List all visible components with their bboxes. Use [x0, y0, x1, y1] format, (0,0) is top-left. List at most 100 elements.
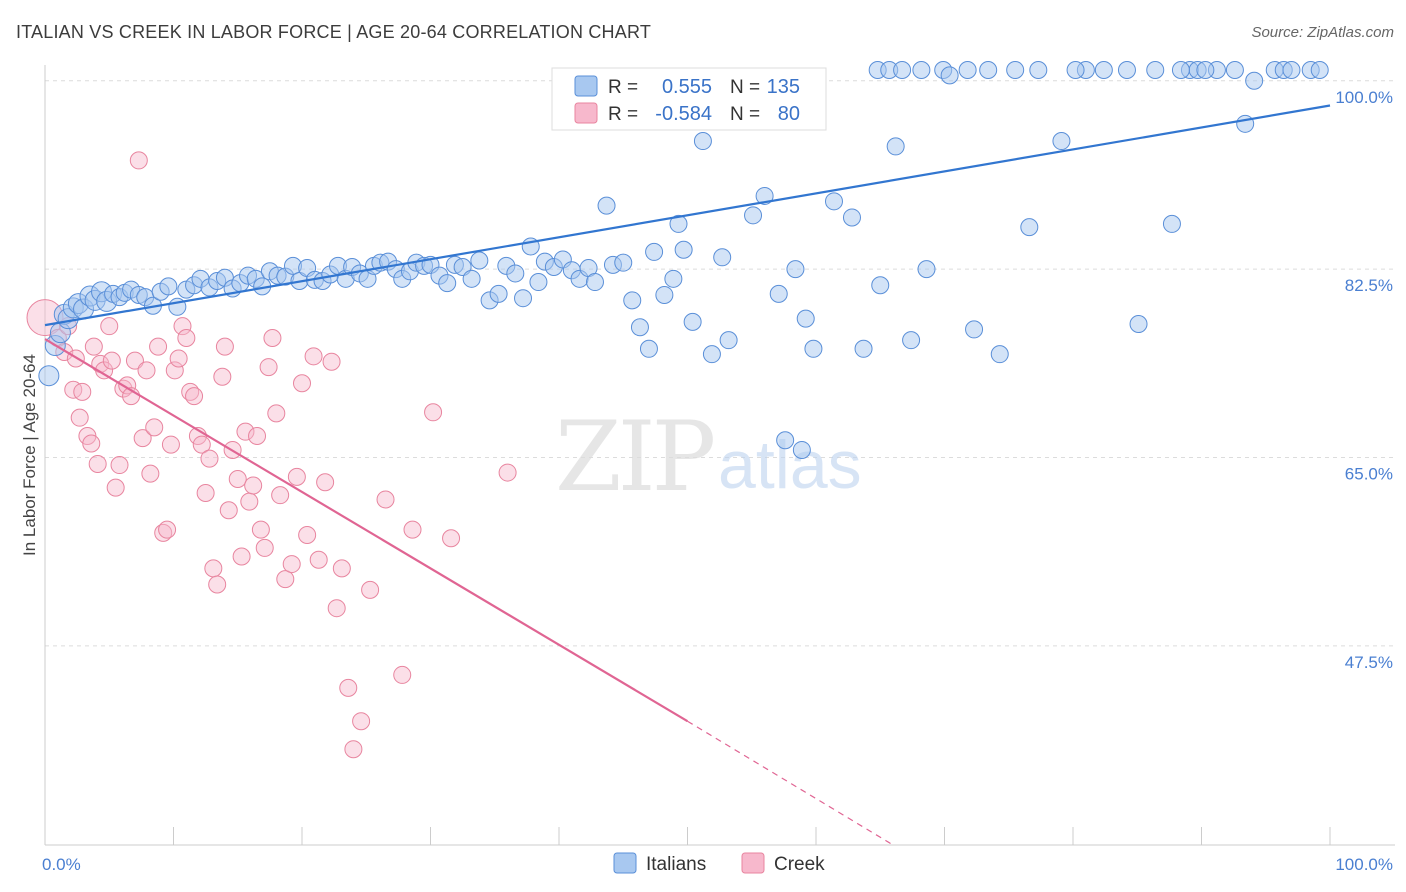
italians-point — [713, 248, 732, 267]
creek-point — [376, 490, 395, 509]
watermark-zip: ZIP — [555, 401, 714, 513]
creek-point — [169, 349, 188, 368]
italians-point — [824, 192, 843, 211]
legend-box — [551, 67, 827, 131]
creek-point — [213, 367, 232, 386]
italians-point — [529, 273, 548, 292]
italians-point — [159, 277, 178, 296]
italians-point — [1129, 315, 1148, 334]
creek-point — [192, 435, 211, 454]
creek-point — [106, 478, 125, 497]
italians-point — [776, 431, 795, 450]
creek-point — [102, 351, 121, 370]
y-axis-title: In Labor Force | Age 20-64 — [20, 354, 39, 556]
y-tick-label-3: 47.5% — [1345, 653, 1393, 672]
legend-swatch-creek — [574, 102, 598, 124]
italians-point — [1094, 61, 1113, 79]
creek-point — [393, 665, 412, 684]
italians-point — [1171, 61, 1190, 79]
legend-r-label-creek: R = — [608, 104, 638, 125]
creek-point — [251, 520, 270, 539]
x-tick-label-1: 100.0% — [1335, 855, 1393, 874]
italians-point — [965, 320, 984, 339]
italians-point — [979, 61, 998, 79]
italians-point — [854, 339, 873, 358]
chart-title: ITALIAN VS CREEK IN LABOR FORCE | AGE 20… — [16, 22, 652, 42]
creek-point — [403, 520, 422, 539]
creek-point — [309, 550, 328, 569]
creek-point — [149, 337, 168, 356]
creek-point — [161, 435, 180, 454]
legend-r-italians: 0.555 — [662, 76, 712, 98]
italians-point — [693, 132, 712, 151]
legend-swatch-italians — [574, 75, 598, 97]
creek-point — [165, 361, 184, 380]
italians-point — [639, 339, 658, 358]
creek-point — [298, 526, 317, 544]
creek-point — [352, 712, 371, 731]
creek-point — [84, 337, 103, 356]
creek-point — [498, 463, 517, 482]
italians-point — [683, 312, 702, 331]
italians-point — [462, 269, 481, 288]
italians-point — [489, 284, 508, 303]
italians-point — [1225, 61, 1244, 79]
creek-point — [110, 456, 129, 475]
creek-point — [240, 492, 259, 511]
italians-point — [1117, 61, 1136, 79]
creek-point — [282, 555, 301, 574]
italians-point — [655, 285, 674, 304]
italians-point — [1066, 61, 1085, 79]
italians-point — [902, 331, 921, 350]
legend-r-label-italians: R = — [608, 77, 638, 98]
creek-point — [185, 387, 204, 406]
creek-point — [267, 404, 286, 423]
italians-point — [786, 260, 805, 279]
creek-point — [145, 418, 164, 437]
italians-point — [614, 253, 633, 272]
italians-point — [1020, 218, 1039, 237]
creek-point — [158, 520, 177, 539]
trend-lines — [44, 104, 1331, 846]
creek-point — [129, 151, 148, 170]
italians-point — [674, 240, 693, 259]
legend-n-italians: 135 — [767, 76, 800, 98]
italians-point — [1245, 71, 1264, 90]
creek-point — [215, 337, 234, 356]
italians-point — [645, 242, 664, 261]
creek-point — [208, 575, 227, 594]
italians-point — [842, 208, 861, 227]
italians-point — [470, 251, 489, 270]
italians-point — [1236, 114, 1255, 133]
italians-point — [438, 274, 457, 293]
italians-point — [940, 66, 959, 85]
creek-point — [141, 464, 160, 483]
y-tick-labels: 100.0% 82.5% 65.0% 47.5% — [1335, 88, 1393, 672]
legend-n-label-italians: N = — [730, 77, 760, 98]
legend-n-label-creek: N = — [730, 104, 760, 125]
creek-point — [125, 351, 144, 370]
creek-point — [228, 470, 247, 489]
legend-r-creek: -0.584 — [655, 103, 712, 125]
italians-point — [917, 260, 936, 279]
italians-point — [506, 264, 525, 283]
creek-point — [177, 329, 196, 348]
bottom-legend-swatch-creek — [741, 852, 765, 874]
italians-point — [1146, 61, 1165, 79]
x-tick-labels: 0.0% 100.0% — [42, 855, 1393, 874]
italians-point — [630, 318, 649, 337]
creek-point — [200, 449, 219, 468]
bottom-legend-italians: Italians — [646, 854, 706, 875]
italians-point — [958, 61, 977, 79]
correlation-legend: R = 0.555 N = 135 R = -0.584 N = 80 — [551, 67, 827, 131]
axes — [44, 65, 1395, 846]
creek-point — [204, 559, 223, 578]
creek-point — [344, 740, 363, 759]
source-label: Source: ZipAtlas.com — [1251, 24, 1394, 41]
italians-trendline — [44, 104, 1331, 327]
creek-point — [255, 538, 274, 557]
italians-point — [664, 269, 683, 288]
creek-point — [263, 329, 282, 348]
creek-point — [327, 599, 346, 618]
